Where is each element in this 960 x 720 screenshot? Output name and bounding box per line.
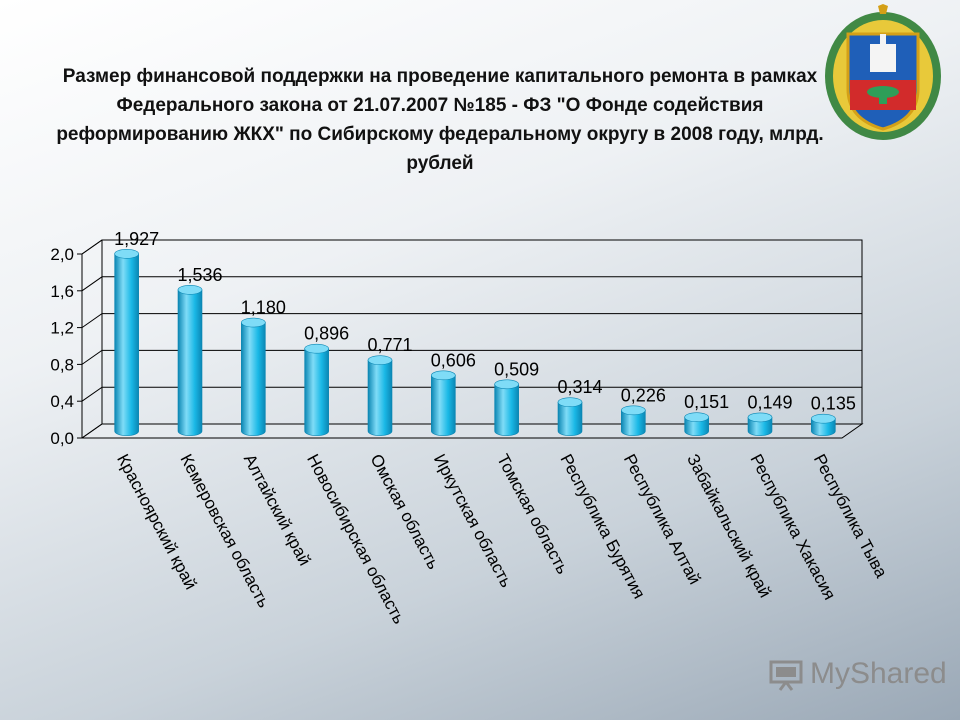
data-label: 1,927	[114, 229, 159, 249]
gridline	[81, 349, 862, 365]
bar	[304, 348, 329, 436]
bar-top	[431, 370, 456, 381]
bar	[114, 253, 139, 436]
gridline	[81, 423, 862, 439]
bar	[241, 322, 266, 436]
bar-top	[304, 343, 329, 354]
bar	[367, 359, 393, 436]
gridline	[81, 276, 862, 292]
bar	[177, 289, 203, 436]
bar-top	[621, 405, 646, 416]
bar	[684, 416, 709, 436]
bar	[494, 383, 519, 436]
data-label: 0,151	[684, 392, 729, 412]
bar	[557, 401, 583, 436]
bar	[811, 418, 836, 436]
bar-top	[114, 249, 139, 259]
data-label: 0,896	[304, 324, 349, 344]
watermark: MyShared	[768, 654, 947, 694]
y-tick-label: 1,2	[50, 319, 74, 338]
data-label: 0,226	[621, 385, 666, 405]
bar	[621, 410, 646, 436]
y-tick-label: 0,8	[50, 355, 74, 374]
bar	[747, 417, 773, 436]
gridline	[81, 239, 862, 255]
gridline	[81, 386, 862, 402]
x-tick-label: Омская область	[366, 451, 443, 573]
data-label: 1,180	[241, 298, 286, 318]
data-label: 0,135	[811, 394, 856, 414]
bar	[431, 375, 456, 436]
data-label: 0,509	[494, 359, 539, 379]
bar-top	[747, 412, 773, 423]
bar-top	[367, 355, 393, 365]
data-label: 0,314	[557, 377, 602, 397]
data-label: 1,536	[177, 265, 222, 285]
data-label: 0,606	[431, 350, 476, 370]
x-tick-label: Алтайский край	[240, 451, 315, 569]
y-tick-label: 0,4	[50, 392, 74, 411]
y-tick-label: 2,0	[50, 245, 74, 264]
watermark-text: MyShared	[810, 657, 947, 690]
bar-top	[494, 379, 519, 390]
bar-top	[557, 397, 583, 408]
coat-of-arms-icon	[825, 4, 941, 140]
bar-top	[177, 284, 203, 295]
chart-title: Размер финансовой поддержки на проведени…	[56, 66, 824, 174]
bar-top	[684, 412, 709, 423]
data-label: 0,149	[747, 392, 792, 412]
y-tick-label: 1,6	[50, 282, 74, 301]
x-tick-label: Томская область	[493, 451, 572, 577]
bar-top	[241, 317, 266, 328]
presentation-board-icon	[769, 660, 803, 691]
data-label: 0,771	[367, 335, 412, 355]
bar-top	[811, 413, 836, 424]
y-tick-label: 0,0	[50, 429, 74, 448]
gridline	[81, 313, 862, 329]
